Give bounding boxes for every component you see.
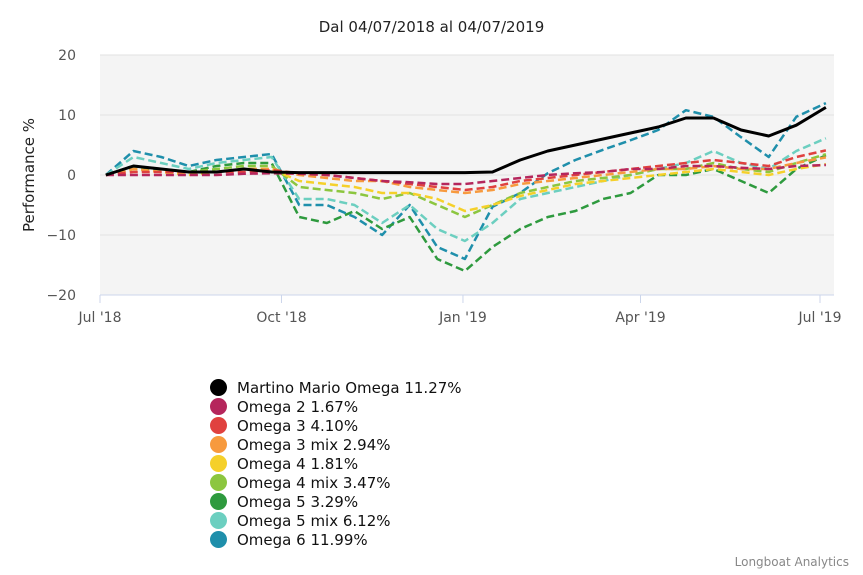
series-line-omega-5[interactable] — [105, 154, 827, 273]
y-tick-label: 10 — [58, 108, 76, 124]
legend-item[interactable]: Omega 6 11.99% — [210, 530, 462, 549]
legend-item[interactable]: Martino Mario Omega 11.27% — [210, 378, 462, 397]
y-axis-label: Performance % — [20, 118, 38, 232]
chart-title: Dal 04/07/2018 al 04/07/2019 — [318, 18, 545, 36]
series-line-omega-5-mix[interactable] — [105, 137, 827, 243]
series-line-omega-4-mix[interactable] — [105, 153, 827, 219]
legend-marker-icon — [210, 379, 227, 396]
y-tick-label: −20 — [46, 288, 76, 304]
y-tick-label: 20 — [58, 48, 76, 64]
legend-label: Omega 4 1.81% — [237, 454, 359, 473]
legend-marker-icon — [210, 512, 227, 529]
legend-label: Martino Mario Omega 11.27% — [237, 378, 462, 397]
legend-label: Omega 6 11.99% — [237, 530, 368, 549]
line-chart: 20 10 0 −10 −20 Jul '18 Oct '18 Jan '19 Apr '19… — [20, 48, 842, 326]
legend-label: Omega 2 1.67% — [237, 397, 359, 416]
x-tick-label: Jan '19 — [438, 310, 487, 326]
legend-marker-icon — [210, 417, 227, 434]
series-line-omega-3[interactable] — [105, 149, 827, 192]
legend-item[interactable]: Omega 2 1.67% — [210, 397, 462, 416]
legend-marker-icon — [210, 398, 227, 415]
x-tick-label: Apr '19 — [615, 310, 665, 326]
x-tick-label: Jul '19 — [797, 310, 841, 326]
legend-label: Omega 4 mix 3.47% — [237, 473, 391, 492]
legend-item[interactable]: Omega 5 3.29% — [210, 492, 462, 511]
legend-item[interactable]: Omega 3 4.10% — [210, 416, 462, 435]
legend-label: Omega 3 mix 2.94% — [237, 435, 391, 454]
legend-item[interactable]: Omega 5 mix 6.12% — [210, 511, 462, 530]
legend-label: Omega 3 4.10% — [237, 416, 359, 435]
legend-marker-icon — [210, 493, 227, 510]
x-tick-label: Jul '18 — [77, 310, 121, 326]
legend-label: Omega 5 mix 6.12% — [237, 511, 391, 530]
x-tick-label: Oct '18 — [256, 310, 306, 326]
legend-label: Omega 5 3.29% — [237, 492, 359, 511]
series-line-omega-6[interactable] — [105, 101, 827, 261]
legend: Martino Mario Omega 11.27% Omega 2 1.67% O… — [210, 378, 462, 549]
legend-item[interactable]: Omega 4 mix 3.47% — [210, 473, 462, 492]
legend-marker-icon — [210, 436, 227, 453]
y-tick-label: 0 — [67, 168, 76, 184]
legend-item[interactable]: Omega 3 mix 2.94% — [210, 435, 462, 454]
y-tick-label: −10 — [46, 228, 76, 244]
legend-item[interactable]: Omega 4 1.81% — [210, 454, 462, 473]
credits-link[interactable]: Longboat Analytics — [734, 555, 849, 569]
series-line-martino-mario-omega[interactable] — [105, 106, 827, 177]
legend-marker-icon — [210, 474, 227, 491]
legend-marker-icon — [210, 455, 227, 472]
legend-marker-icon — [210, 531, 227, 548]
